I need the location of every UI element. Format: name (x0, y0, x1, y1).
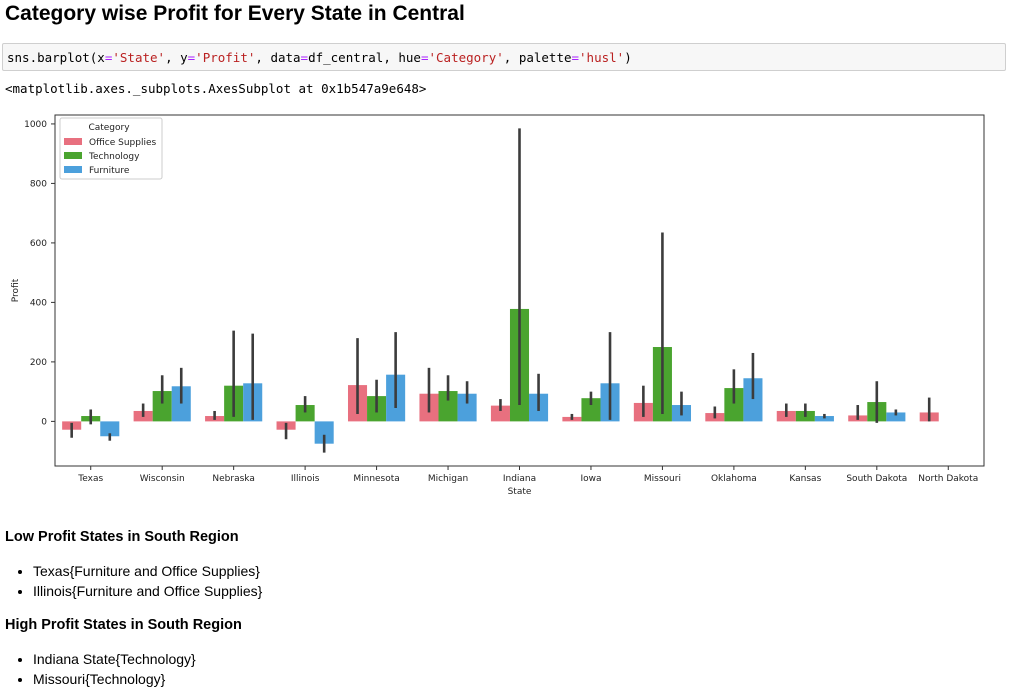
x-tick-label: Minnesota (353, 474, 399, 484)
code-token: df_central, hue (308, 50, 421, 65)
code-token: = (187, 50, 196, 65)
bar (457, 393, 477, 422)
cell-heading: Category wise Profit for Every State in … (5, 2, 465, 25)
list-item: Indiana State{Technology} (33, 649, 196, 669)
bar (100, 421, 120, 437)
low-profit-list: Texas{Furniture and Office Supplies} Ill… (13, 561, 262, 601)
x-axis-label: State (508, 487, 532, 497)
y-tick-label: 400 (30, 298, 47, 308)
cell-output-text: <matplotlib.axes._subplots.AxesSubplot a… (5, 81, 427, 96)
code-token: , y (165, 50, 188, 65)
x-tick-label: Indiana (503, 474, 536, 484)
y-tick-label: 800 (30, 179, 47, 189)
code-token: sns.barplot(x (7, 50, 105, 65)
code-token: = (571, 50, 580, 65)
x-tick-label: South Dakota (846, 474, 907, 484)
x-tick-label: Illinois (291, 474, 320, 484)
x-tick-label: Texas (77, 474, 103, 484)
code-token: , data (255, 50, 301, 65)
x-tick-label: Oklahoma (711, 474, 757, 484)
code-token: 'Profit' (195, 50, 256, 65)
x-tick-label: Wisconsin (140, 474, 185, 484)
bar (171, 386, 191, 422)
high-profit-list: Indiana State{Technology} Missouri{Techn… (13, 649, 196, 689)
code-token: , palette (503, 50, 572, 65)
code-token: = (420, 50, 429, 65)
code-token: 'Category' (428, 50, 504, 65)
legend-box (59, 117, 163, 180)
y-tick-label: 200 (30, 358, 47, 368)
list-item: Texas{Furniture and Office Supplies} (33, 561, 262, 581)
bar (886, 412, 906, 422)
section-heading-high-profit: High Profit States in South Region (5, 617, 242, 633)
x-tick-label: North Dakota (918, 474, 978, 484)
legend-swatch (64, 138, 82, 145)
x-tick-label: Michigan (428, 474, 468, 484)
y-axis-label: Profit (11, 278, 21, 302)
code-token: 'State' (112, 50, 166, 65)
legend-title: Category (88, 123, 130, 133)
x-tick-label: Iowa (580, 474, 601, 484)
x-tick-label: Kansas (789, 474, 821, 484)
section-heading-low-profit: Low Profit States in South Region (5, 529, 239, 545)
code-token: ) (624, 50, 632, 65)
bar (724, 388, 744, 422)
bar (314, 421, 334, 444)
bar-chart: 0 200 400 600 800 1000 Profit Texas Wisconsin Neb… (11, 114, 985, 497)
y-tick-label: 0 (41, 417, 47, 427)
legend-swatch (64, 166, 82, 173)
bar (152, 391, 172, 422)
code-token: = (300, 50, 309, 65)
x-tick-label: Nebraska (212, 474, 254, 484)
legend-label: Furniture (89, 166, 130, 176)
legend-label: Technology (88, 152, 140, 162)
bar (438, 391, 458, 422)
bar (581, 398, 601, 422)
y-tick-label: 1000 (24, 120, 47, 130)
list-item: Missouri{Technology} (33, 669, 196, 689)
code-token: 'husl' (579, 50, 625, 65)
code-token: = (104, 50, 113, 65)
list-item: Illinois{Furniture and Office Supplies} (33, 581, 262, 601)
y-tick-label: 600 (30, 239, 47, 249)
code-cell-input[interactable]: sns.barplot(x='State', y='Profit', data=… (2, 43, 1006, 71)
bar (295, 405, 315, 422)
bar (743, 378, 763, 422)
bar (490, 405, 510, 422)
legend-swatch (64, 152, 82, 159)
legend-label: Office Supplies (89, 138, 157, 148)
x-tick-label: Missouri (644, 474, 681, 484)
bar (814, 416, 834, 422)
